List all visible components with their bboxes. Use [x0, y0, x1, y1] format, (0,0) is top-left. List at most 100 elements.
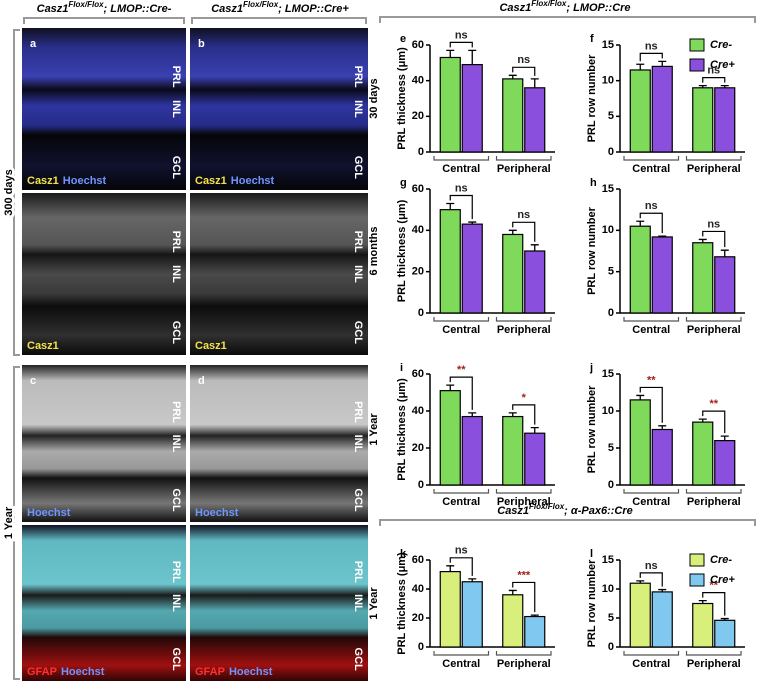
micrograph [22, 28, 186, 190]
header-superscript: Flox/Flox [531, 0, 567, 8]
x-tick-label: Central [442, 163, 480, 175]
layer-label: PRL [170, 401, 182, 423]
header-genotype: ; LMOP::Cre [566, 2, 630, 14]
category-bracket [495, 317, 552, 322]
error-bar [508, 412, 517, 417]
error-bar [636, 63, 645, 70]
x-tick-label: Peripheral [687, 496, 741, 508]
y-axis-label: PRL thickness (μm) [396, 552, 408, 655]
bar [502, 233, 524, 314]
significance-label: ns [455, 545, 468, 557]
bar [502, 594, 524, 648]
bar [461, 581, 483, 648]
bar [714, 619, 736, 648]
layer-label: INL [170, 265, 182, 283]
bar [461, 64, 483, 153]
bar [714, 87, 736, 153]
significance-bracket [702, 230, 726, 248]
header-superscript: Flox/Flox [529, 502, 565, 511]
stain-name: Casz1 [195, 340, 227, 352]
header-gene: Casz1 [37, 3, 69, 15]
y-axis-label: PRL thickness (μm) [396, 378, 408, 481]
y-tick-label: 40 [412, 405, 424, 417]
category-bracket [685, 156, 742, 161]
significance-bracket [639, 212, 663, 234]
stain-name: Hoechst [61, 666, 105, 678]
header-gene: Casz1 [211, 3, 243, 15]
significance-bracket [702, 77, 726, 83]
stain-name: GFAP [27, 666, 57, 678]
y-axis-label: PRL row number [586, 54, 598, 143]
layer-label: GCL [170, 321, 182, 345]
layer-label: GCL [352, 156, 364, 180]
layer-label: INL [352, 100, 364, 118]
y-tick-label: 40 [412, 75, 424, 87]
panel-letter: b [198, 38, 205, 50]
error-bar [720, 249, 729, 257]
error-bar [508, 74, 517, 79]
legend-label: Cre+ [710, 574, 735, 586]
error-bar [720, 435, 729, 441]
category-bracket [495, 651, 552, 656]
error-bar [468, 221, 477, 225]
error-bar [698, 418, 707, 423]
y-tick-label: 10 [602, 405, 614, 417]
micrograph [190, 525, 368, 681]
y-tick-label: 10 [602, 583, 614, 595]
panel-letter: c [30, 375, 36, 387]
error-bar [530, 78, 539, 88]
y-tick-label: 20 [412, 612, 424, 624]
y-tick-label: 15 [602, 554, 614, 566]
y-axis-label: PRL row number [586, 385, 598, 474]
y-tick-label: 20 [412, 266, 424, 278]
bar [439, 209, 461, 314]
bar [524, 87, 546, 153]
y-tick-label: 0 [608, 146, 614, 158]
micrograph [22, 365, 186, 522]
significance-label: ** [709, 398, 718, 410]
bar [692, 87, 714, 153]
category-bracket [495, 156, 552, 161]
stain-name: Hoechst [229, 666, 273, 678]
bar [439, 390, 461, 486]
y-tick-label: 60 [412, 554, 424, 566]
layer-label: GCL [352, 648, 364, 672]
error-bar [658, 235, 667, 237]
bar [651, 236, 673, 314]
x-tick-label: Peripheral [497, 324, 551, 336]
panel-letter: g [400, 177, 407, 189]
legend-label: Cre- [710, 554, 732, 566]
error-bar [468, 49, 477, 65]
category-bracket [623, 156, 680, 161]
bar [502, 415, 524, 486]
error-bar [468, 412, 477, 417]
category-bracket [433, 651, 490, 656]
layer-label: PRL [352, 66, 364, 88]
error-bar [698, 85, 707, 88]
significance-bracket [639, 386, 663, 423]
error-bar [636, 220, 645, 227]
header-genotype: ; LMOP::Cre- [104, 3, 172, 15]
y-tick-label: 20 [412, 442, 424, 454]
panel-header: Casz1Flox/Flox; α-Pax6::Cre [497, 502, 632, 517]
y-tick-label: 0 [608, 479, 614, 491]
stain-name: Casz1 [27, 175, 59, 187]
legend-label: Cre- [710, 39, 732, 51]
legend-swatch [689, 573, 705, 587]
layer-label: PRL [170, 561, 182, 583]
layer-label: PRL [352, 561, 364, 583]
legend-swatch [689, 58, 705, 72]
bar [629, 399, 651, 486]
stain-name: Hoechst [231, 175, 275, 187]
y-axis-label: PRL row number [586, 206, 598, 295]
x-tick-label: Peripheral [497, 163, 551, 175]
row-bracket [13, 366, 20, 680]
significance-label: ns [707, 218, 720, 230]
panel-header: Casz1Flox/Flox; LMOP::Cre+ [211, 0, 349, 15]
significance-bracket [639, 52, 663, 62]
micrograph [22, 193, 186, 355]
y-tick-label: 5 [608, 266, 614, 278]
legend-label: Cre+ [710, 59, 735, 71]
significance-label: ns [455, 29, 468, 41]
